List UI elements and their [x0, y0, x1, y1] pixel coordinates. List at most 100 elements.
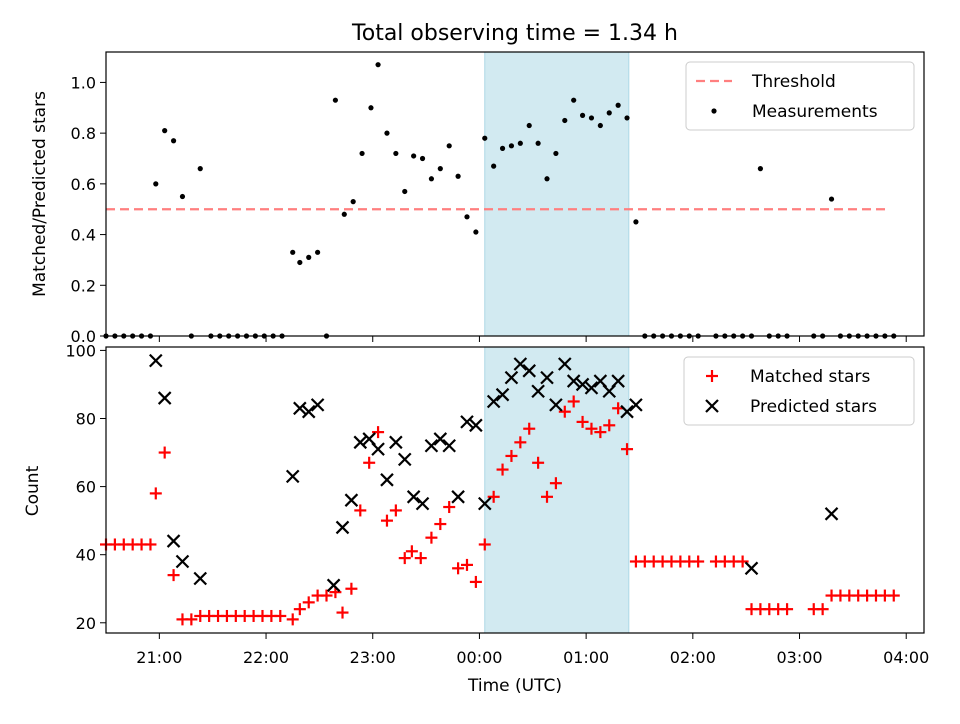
- predicted-point: [522, 364, 537, 378]
- legend-label: Measurements: [752, 102, 878, 122]
- measurement-point: [375, 62, 381, 68]
- predicted-point: [175, 554, 190, 569]
- predicted-point: [824, 507, 839, 521]
- legend-box: [685, 61, 915, 131]
- measurement-point: [368, 105, 374, 111]
- matched-point: [158, 446, 171, 459]
- predicted-point: [540, 370, 554, 385]
- measurement-point: [350, 199, 356, 205]
- predicted-point: [531, 384, 545, 399]
- predicted-point-b: [477, 496, 492, 511]
- predicted-point-b: [495, 387, 510, 402]
- predicted-point: [611, 374, 625, 388]
- predicted-point-b: [353, 435, 368, 450]
- matched-point: [167, 569, 180, 582]
- matched-point: [345, 582, 358, 595]
- y-tick-label: 0.6: [71, 175, 96, 194]
- measurement-point: [170, 138, 177, 144]
- measurement-point: [197, 166, 203, 172]
- matched-point: [478, 538, 491, 551]
- predicted-point: [380, 473, 394, 487]
- legend-box: [683, 356, 915, 426]
- measurement-point: [402, 188, 408, 195]
- predicted-point: [415, 496, 430, 511]
- measurement-point: [544, 176, 550, 182]
- predicted-point: [406, 490, 421, 504]
- matched-point: [434, 518, 447, 531]
- predicted-point: [344, 493, 359, 507]
- predicted-point: [335, 520, 350, 535]
- predicted-point: [442, 438, 456, 453]
- predicted-point: [477, 496, 492, 511]
- matched-point: [487, 490, 500, 503]
- predicted-point-b: [326, 578, 341, 593]
- matched-point: [567, 395, 580, 408]
- measurement-point: [153, 181, 159, 187]
- predicted-point: [495, 387, 510, 402]
- predicted-point-b: [513, 357, 528, 371]
- y-tick-label: 0.8: [71, 124, 96, 143]
- predicted-point-b: [157, 391, 172, 405]
- measurement-point: [615, 102, 621, 108]
- measurement-point: [624, 115, 630, 121]
- y-tick-label: 60: [76, 478, 96, 497]
- measurement-point: [499, 145, 506, 151]
- predicted-point-b: [335, 520, 350, 535]
- predicted-point: [575, 377, 590, 392]
- legend: Threshold Measurements: [685, 61, 915, 131]
- predicted-point-b: [584, 381, 599, 395]
- matched-point: [505, 449, 518, 462]
- matched-point: [389, 504, 402, 517]
- predicted-point: [620, 404, 634, 419]
- measurement-point: [290, 249, 296, 255]
- predicted-point-b: [620, 404, 634, 419]
- predicted-point: [193, 571, 208, 586]
- measurement-point: [437, 166, 443, 172]
- matched-point: [692, 555, 705, 568]
- predicted-point-b: [175, 554, 190, 569]
- x-tick-label: 22:00: [243, 648, 289, 667]
- matched-point: [496, 463, 509, 476]
- legend-matched-swatch: [706, 370, 718, 382]
- predicted-point-b: [301, 404, 316, 419]
- matched-point: [405, 545, 418, 558]
- predicted-point: [451, 490, 465, 504]
- predicted-point-b: [629, 398, 643, 412]
- measurement-point: [517, 140, 523, 146]
- predicted-point-b: [397, 452, 412, 467]
- legend-label: Predicted stars: [750, 397, 877, 417]
- predicted-point: [549, 398, 563, 412]
- predicted-point-b: [824, 507, 839, 521]
- predicted-point-b: [362, 432, 376, 446]
- predicted-point-b: [415, 496, 430, 511]
- matched-point: [302, 596, 315, 609]
- predicted-point: [149, 353, 163, 368]
- predicted-point-b: [575, 377, 590, 392]
- predicted-point-b: [593, 374, 608, 388]
- measurement-point: [526, 122, 532, 129]
- matched-point: [336, 606, 349, 619]
- predicted-point-b: [566, 374, 581, 388]
- predicted-point: [166, 534, 181, 548]
- matched-point: [414, 552, 427, 565]
- matched-point: [185, 613, 198, 626]
- predicted-point-b: [522, 364, 537, 378]
- y-tick-label: 20: [76, 614, 96, 633]
- axes-frame: [105, 346, 925, 634]
- matched-point: [293, 603, 306, 616]
- predicted-point: [558, 357, 572, 371]
- matched-point: [320, 589, 333, 602]
- matched-point: [887, 589, 900, 602]
- matched-point: [781, 603, 794, 616]
- predicted-point-b: [310, 398, 325, 412]
- y-tick-label: 0.4: [71, 226, 96, 245]
- predicted-point-b: [540, 370, 554, 385]
- measurement-point: [315, 249, 321, 255]
- predicted-point: [389, 435, 403, 450]
- matched-point: [541, 490, 554, 503]
- axes-frame: [105, 51, 925, 337]
- top-plot: 0.0 0.2 0.4 0.6 0.8 1.0 Threshold Measurements: [71, 51, 925, 346]
- predicted-point-b: [193, 571, 208, 586]
- matched-point: [594, 426, 607, 439]
- matched-point: [354, 504, 367, 517]
